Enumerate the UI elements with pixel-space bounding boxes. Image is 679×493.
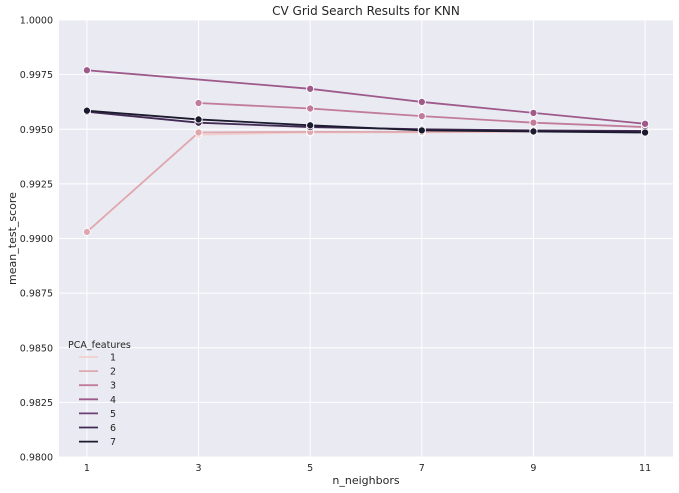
data-point bbox=[417, 112, 426, 121]
legend-label: 6 bbox=[110, 423, 116, 434]
legend-label: 1 bbox=[110, 353, 116, 364]
y-tick-label: 0.9925 bbox=[20, 179, 53, 190]
legend-title: PCA_features bbox=[68, 340, 131, 351]
legend: PCA_features 1 2 3 4 5 6 7 bbox=[68, 340, 131, 448]
data-point bbox=[529, 118, 538, 127]
data-point bbox=[417, 126, 426, 135]
data-point bbox=[529, 127, 538, 136]
data-point bbox=[194, 128, 203, 137]
x-tick-label: 7 bbox=[419, 463, 425, 474]
x-tick-label: 9 bbox=[530, 463, 536, 474]
data-point bbox=[306, 121, 315, 130]
x-axis-label: n_neighbors bbox=[332, 474, 399, 487]
legend-label: 7 bbox=[110, 437, 116, 448]
series-line bbox=[86, 109, 646, 134]
y-tick-label: 1.0000 bbox=[20, 16, 53, 27]
legend-item: 3 bbox=[79, 381, 116, 392]
data-point bbox=[641, 128, 650, 137]
y-tick-label: 0.9875 bbox=[20, 289, 53, 300]
legend-item: 2 bbox=[79, 367, 116, 378]
y-tick-label: 0.9900 bbox=[20, 234, 53, 245]
x-tick-label: 11 bbox=[639, 463, 651, 474]
data-point bbox=[194, 98, 203, 108]
legend-label: 5 bbox=[110, 409, 116, 420]
legend-item: 5 bbox=[79, 409, 116, 420]
data-point bbox=[82, 66, 91, 75]
data-point bbox=[529, 108, 538, 117]
legend-label: 3 bbox=[110, 381, 116, 392]
y-tick-label: 0.9850 bbox=[20, 343, 53, 354]
legend-item: 6 bbox=[79, 423, 116, 434]
data-point bbox=[306, 104, 315, 113]
y-tick-labels: 0.9800 0.9825 0.9850 0.9875 0.9900 0.9925 0.99… bbox=[20, 16, 53, 464]
data-point bbox=[641, 119, 650, 128]
grid bbox=[59, 19, 673, 458]
legend-item: 7 bbox=[79, 437, 116, 448]
y-axis-label: mean_test_score bbox=[6, 192, 19, 285]
data-point bbox=[82, 227, 91, 236]
series-layer bbox=[82, 66, 650, 236]
series-4 bbox=[82, 66, 650, 128]
y-tick-label: 0.9825 bbox=[20, 398, 53, 409]
data-point bbox=[417, 97, 426, 106]
legend-label: 2 bbox=[110, 367, 116, 378]
x-tick-label: 3 bbox=[196, 463, 202, 474]
data-point bbox=[194, 115, 203, 124]
legend-label: 4 bbox=[110, 395, 116, 406]
y-tick-label: 0.9800 bbox=[20, 453, 53, 464]
y-tick-label: 0.9950 bbox=[20, 125, 53, 136]
legend-item: 4 bbox=[79, 395, 116, 406]
series-3 bbox=[194, 98, 650, 132]
x-tick-labels: 1 3 5 7 9 11 bbox=[84, 463, 651, 474]
data-point bbox=[306, 84, 315, 93]
x-tick-label: 5 bbox=[307, 463, 313, 474]
chart-title: CV Grid Search Results for KNN bbox=[272, 4, 460, 18]
y-tick-label: 0.9975 bbox=[20, 70, 53, 81]
legend-item: 1 bbox=[79, 353, 116, 364]
data-point bbox=[82, 106, 91, 115]
series-7 bbox=[82, 106, 650, 137]
x-tick-label: 1 bbox=[84, 463, 90, 474]
